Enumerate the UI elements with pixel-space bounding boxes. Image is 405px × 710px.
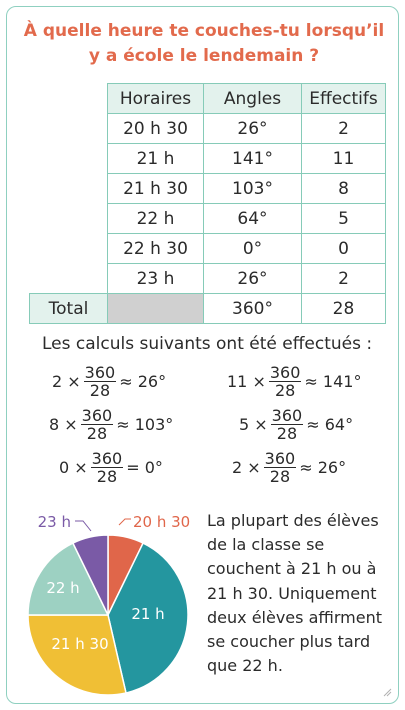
fraction-numerator: 360 — [263, 449, 297, 468]
table-row: 21 h 30 103° 8 — [30, 173, 386, 204]
pie-leader-line — [75, 520, 92, 532]
resize-handle-icon — [383, 688, 392, 697]
calc-expression: 8 × 360 28 ≈ 103° — [49, 407, 173, 442]
total-effectif: 28 — [301, 293, 386, 324]
fraction: 360 28 — [80, 406, 114, 443]
cell-effectif: 0 — [301, 233, 386, 264]
calc-left: 5 × — [239, 415, 268, 434]
calc-expression: 5 × 360 28 ≈ 64° — [239, 407, 353, 442]
calc-right: ≈ 26° — [299, 458, 347, 477]
fraction-denominator: 28 — [96, 467, 118, 486]
row-spacer — [30, 264, 108, 294]
cell-horaire: 21 h — [107, 143, 204, 174]
cell-angle: 26° — [203, 263, 302, 294]
cell-angle: 26° — [203, 113, 302, 144]
exercise-card: À quelle heure te couches-tu lorsqu’il y… — [6, 6, 399, 704]
pie-label: 20 h 30 — [133, 513, 190, 531]
pie-slice-23-h — [71, 534, 109, 616]
data-table: Horaires Angles Effectifs 20 h 30 26° 2 … — [29, 83, 386, 324]
pie-label: 22 h — [46, 579, 79, 597]
calc-right: ≈ 141° — [304, 372, 362, 391]
calc-expression: 0 × 360 28 = 0° — [59, 450, 163, 485]
fraction-denominator: 28 — [274, 381, 296, 400]
calc-expression: 2 × 360 28 ≈ 26° — [52, 364, 166, 399]
description-text: La plupart des élèves de la classe se co… — [207, 511, 382, 676]
fraction-numerator: 360 — [83, 363, 117, 382]
pie-leader-line — [118, 518, 131, 526]
table-corner-empty — [30, 84, 108, 114]
calc-left: 2 × — [52, 372, 81, 391]
cell-horaire: 22 h 30 — [107, 233, 204, 264]
fraction: 360 28 — [270, 406, 304, 443]
calc-left: 11 × — [227, 372, 266, 391]
calc-left: 2 × — [232, 458, 261, 477]
cell-effectif: 8 — [301, 173, 386, 204]
calc-left: 8 × — [49, 415, 78, 434]
pie-label: 21 h 30 — [51, 635, 108, 653]
calc-expression: 2 × 360 28 ≈ 26° — [232, 450, 346, 485]
cell-angle: 141° — [203, 143, 302, 174]
cell-effectif: 2 — [301, 113, 386, 144]
calc-expression: 11 × 360 28 ≈ 141° — [227, 364, 361, 399]
fraction-denominator: 28 — [86, 424, 108, 443]
calc-right: ≈ 26° — [119, 372, 167, 391]
pie-chart: 20 h 30 21 h 21 h 30 22 h 23 h — [21, 503, 207, 703]
pie-slice-21-h — [107, 542, 189, 694]
row-spacer — [30, 114, 108, 144]
pie-slice-21-h-30 — [27, 614, 127, 696]
calc-right: ≈ 103° — [116, 415, 174, 434]
total-horaire-empty — [107, 293, 204, 324]
cell-effectif: 11 — [301, 143, 386, 174]
row-spacer — [30, 144, 108, 174]
row-spacer — [30, 204, 108, 234]
column-header-angles: Angles — [203, 83, 302, 114]
fraction-denominator: 28 — [276, 424, 298, 443]
cell-horaire: 22 h — [107, 203, 204, 234]
question-title: À quelle heure te couches-tu lorsqu’il y… — [23, 21, 385, 66]
cell-horaire: 23 h — [107, 263, 204, 294]
pie-label: 21 h — [131, 605, 164, 623]
fraction: 360 28 — [83, 363, 117, 400]
fraction-numerator: 360 — [270, 406, 304, 425]
fraction-numerator: 360 — [80, 406, 114, 425]
pie-slice-22-h — [27, 542, 110, 616]
total-angle: 360° — [203, 293, 302, 324]
table-row: 22 h 30 0° 0 — [30, 233, 386, 264]
column-header-horaires: Horaires — [107, 83, 204, 114]
calc-intro: Les calculs suivants ont été effectués : — [42, 334, 373, 354]
calc-right: = 0° — [126, 458, 163, 477]
fraction: 360 28 — [268, 363, 302, 400]
fraction: 360 28 — [263, 449, 297, 486]
cell-effectif: 5 — [301, 203, 386, 234]
table-total-row: Total 360° 28 — [29, 293, 386, 324]
table-row: 21 h 141° 11 — [30, 143, 386, 174]
table-row: 20 h 30 26° 2 — [30, 113, 386, 144]
calc-left: 0 × — [59, 458, 88, 477]
cell-horaire: 20 h 30 — [107, 113, 204, 144]
calc-right: ≈ 64° — [306, 415, 354, 434]
pie-chart-svg: 20 h 30 21 h 21 h 30 22 h 23 h — [27, 513, 190, 696]
fraction-numerator: 360 — [90, 449, 124, 468]
pie-label: 23 h — [38, 513, 71, 531]
fraction-denominator: 28 — [269, 467, 291, 486]
total-label: Total — [29, 293, 108, 324]
fraction-numerator: 360 — [268, 363, 302, 382]
row-spacer — [30, 234, 108, 264]
cell-effectif: 2 — [301, 263, 386, 294]
cell-angle: 64° — [203, 203, 302, 234]
fraction-denominator: 28 — [89, 381, 111, 400]
column-header-effectifs: Effectifs — [301, 83, 386, 114]
row-spacer — [30, 174, 108, 204]
table-row: 23 h 26° 2 — [30, 263, 386, 294]
table-row: 22 h 64° 5 — [30, 203, 386, 234]
table-header-row: Horaires Angles Effectifs — [30, 83, 386, 114]
fraction: 360 28 — [90, 449, 124, 486]
cell-angle: 0° — [203, 233, 302, 264]
cell-angle: 103° — [203, 173, 302, 204]
cell-horaire: 21 h 30 — [107, 173, 204, 204]
